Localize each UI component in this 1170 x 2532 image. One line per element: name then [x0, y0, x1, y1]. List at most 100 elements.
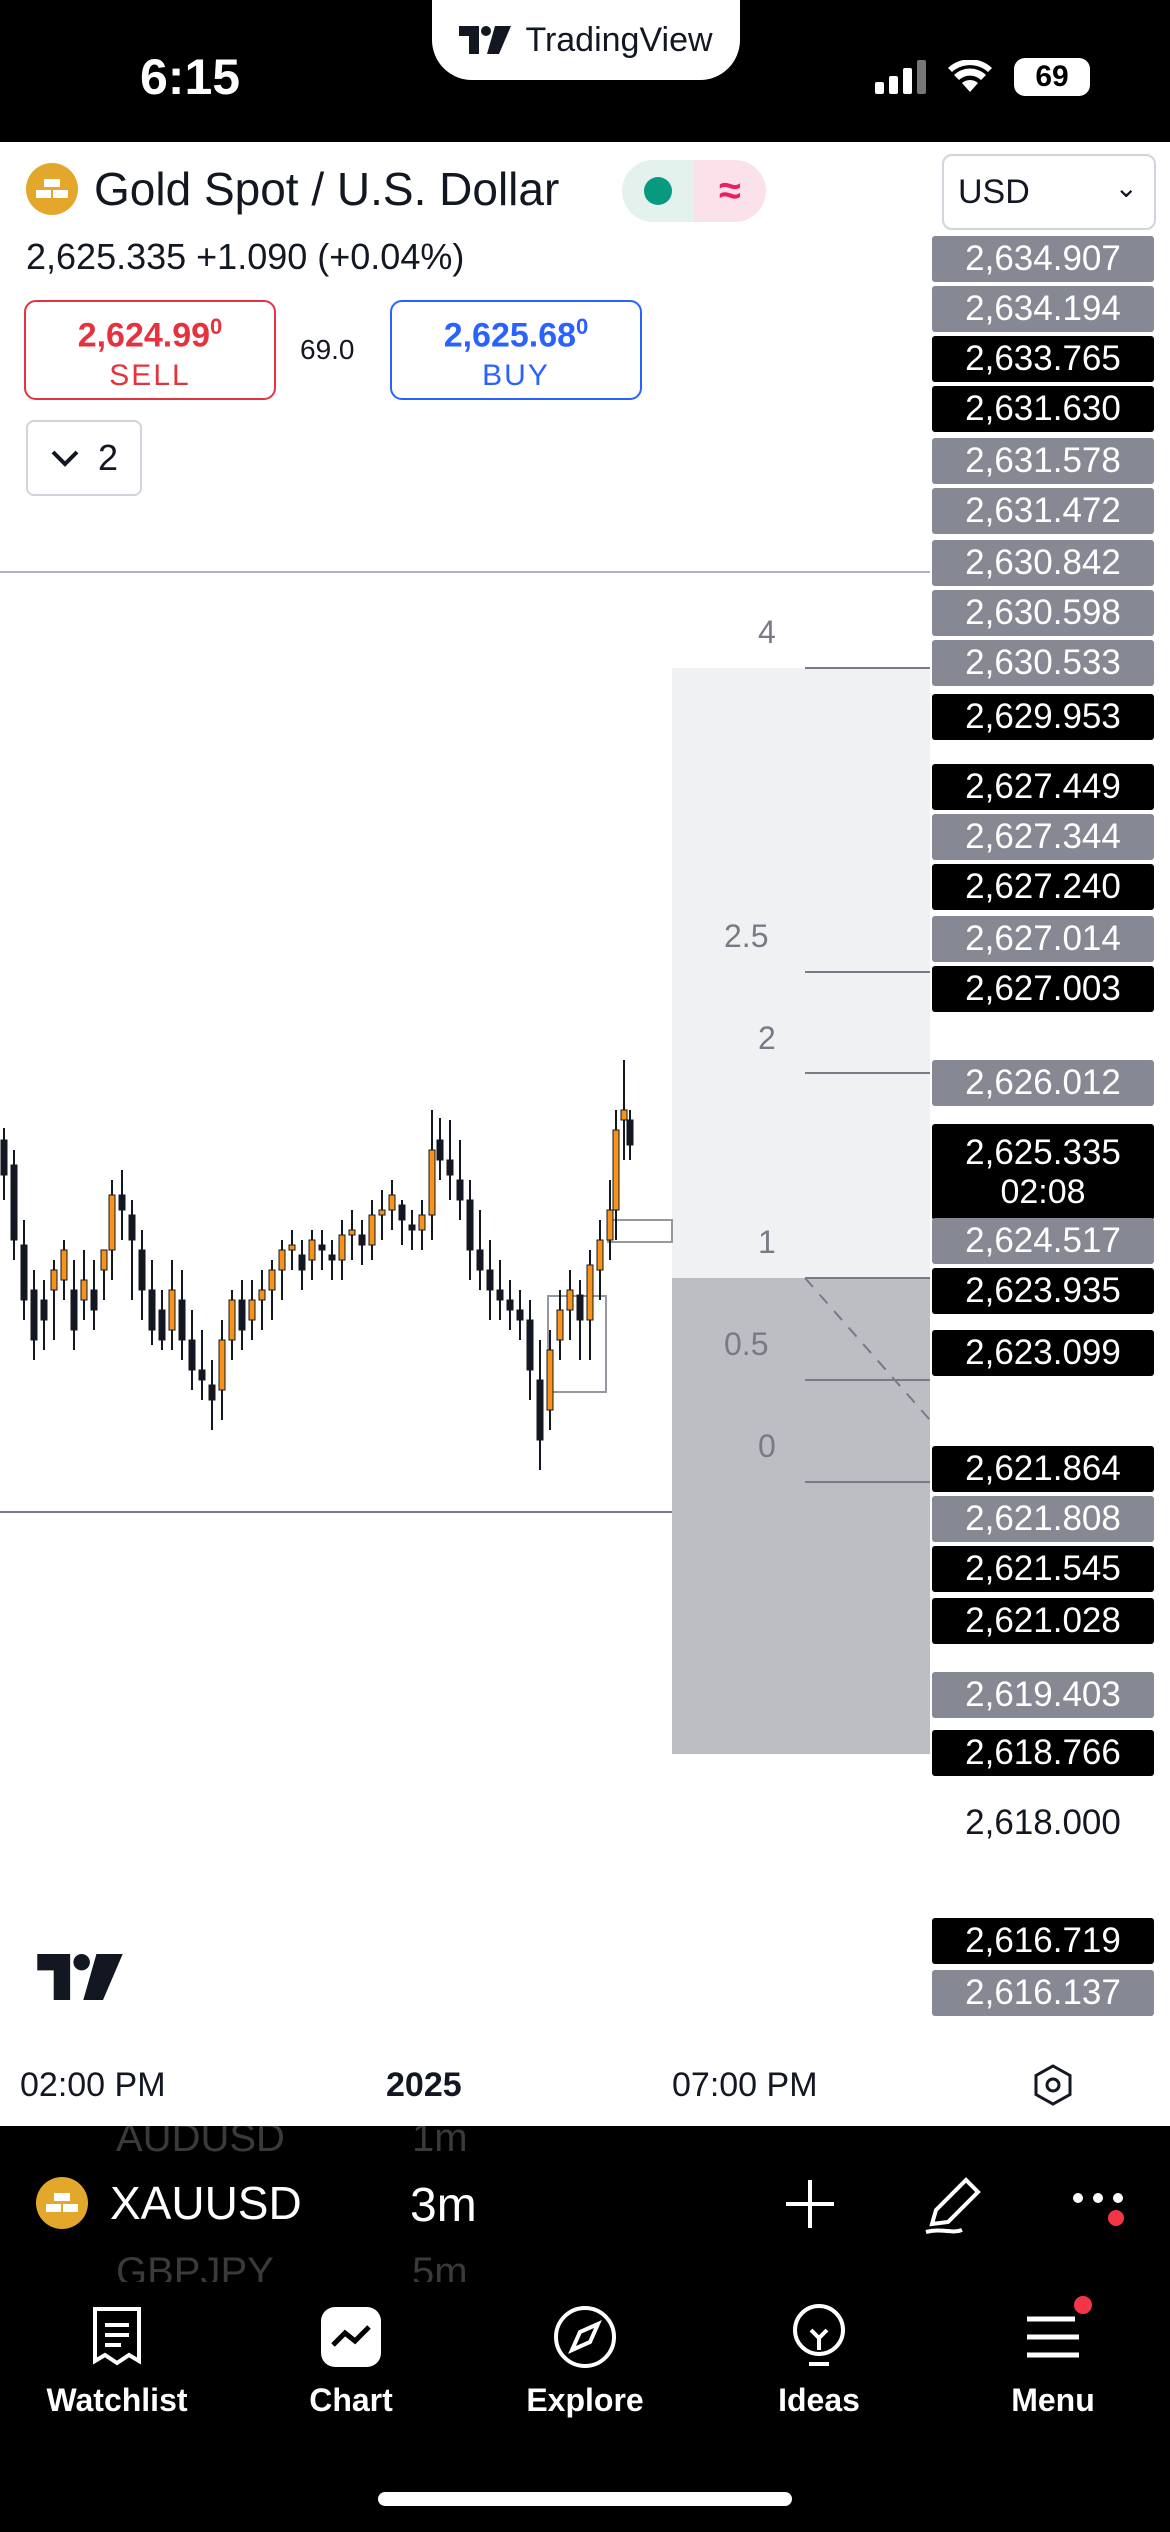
sell-button[interactable]: 2,624.990 SELL	[24, 300, 276, 400]
buy-label: BUY	[482, 359, 550, 393]
price-scale-label: 2,627.344	[932, 814, 1154, 860]
spread-value: 69.0	[300, 334, 355, 365]
indicators-toggle-button[interactable]: 2	[26, 420, 142, 496]
candle-body	[626, 1119, 634, 1146]
ghost-symbol-above: AUDUSD	[116, 2126, 285, 2160]
more-options-button[interactable]	[1060, 2166, 1136, 2242]
candle-body	[80, 1279, 88, 1301]
price-scale-label: 2,625.335 02:08	[932, 1124, 1154, 1220]
price-scale-label: 2,621.545	[932, 1546, 1154, 1592]
nav-label: Chart	[309, 2382, 393, 2418]
price-scale-label: 2,627.449	[932, 764, 1154, 810]
price-scale-label: 2,629.953	[932, 694, 1154, 740]
interval-selector[interactable]: 3m	[410, 2179, 477, 2232]
compass-icon	[550, 2302, 620, 2372]
price-scale-label: 2,616.719	[932, 1918, 1154, 1964]
price-scale-label: 2,621.808	[932, 1496, 1154, 1542]
status-time: 6:15	[140, 49, 241, 105]
candle-body	[516, 1309, 524, 1321]
fib-level-label: 2.5	[724, 918, 769, 954]
chart-settings-icon[interactable]	[1030, 2062, 1076, 2108]
candle-body	[612, 1129, 620, 1211]
symbol-selector[interactable]: XAUUSD	[36, 2176, 302, 2230]
nav-chart[interactable]: Chart	[234, 2302, 468, 2419]
buy-price-pip: 0	[576, 314, 589, 339]
candle-body	[476, 1249, 484, 1271]
candle-body	[288, 1244, 296, 1251]
candle-body	[308, 1239, 316, 1261]
nav-watchlist[interactable]: Watchlist	[0, 2302, 234, 2419]
drawing-tools-button[interactable]	[916, 2166, 992, 2242]
price-chart[interactable]	[0, 240, 930, 2040]
gold-bars-icon	[26, 163, 78, 215]
candle-body	[118, 1194, 126, 1211]
lightbulb-icon	[784, 2302, 854, 2372]
price-scale-label: 2,618.000	[965, 1803, 1121, 1842]
symbol-header[interactable]: Gold Spot / U.S. Dollar	[26, 162, 559, 216]
price-scale-label: 2,631.630	[932, 386, 1154, 432]
more-dots-icon	[1073, 2193, 1124, 2226]
candle-body	[148, 1289, 156, 1331]
position-loss-zone	[672, 1278, 930, 1754]
symbol-title: Gold Spot / U.S. Dollar	[94, 163, 560, 215]
candle-body	[418, 1214, 426, 1231]
candle-body	[218, 1339, 226, 1391]
buy-button[interactable]: 2,625.680 BUY	[390, 300, 642, 400]
candle-body	[466, 1199, 474, 1251]
candle-body	[388, 1194, 396, 1211]
fib-level-label: 4	[758, 614, 776, 650]
nav-explore[interactable]: Explore	[468, 2302, 702, 2419]
tradingview-badge: TradingView	[432, 0, 740, 80]
candle-body	[348, 1229, 356, 1236]
cellular-signal-icon	[875, 60, 926, 94]
candle-body	[158, 1309, 166, 1341]
candle-body	[278, 1249, 286, 1271]
gold-bars-icon	[36, 2177, 88, 2229]
tradingview-logo-icon	[459, 26, 512, 54]
fib-level-label: 0.5	[724, 1326, 769, 1362]
candle-body	[30, 1289, 38, 1341]
candle-body	[436, 1139, 444, 1161]
price-scale-label: 2,631.472	[932, 488, 1154, 534]
hamburger-icon	[1018, 2296, 1092, 2372]
wifi-icon	[948, 60, 992, 92]
candle-body	[188, 1339, 196, 1371]
price-scale-label: 2,627.014	[932, 916, 1154, 962]
tradingview-watermark-icon[interactable]	[34, 1954, 126, 2000]
price-scale-label: 2,633.765	[932, 336, 1154, 382]
chart-icon	[316, 2302, 386, 2372]
price-scale-label: 2,630.533	[932, 640, 1154, 686]
candle-body	[208, 1384, 216, 1401]
price-scale-label: 2,630.598	[932, 590, 1154, 636]
candle-body	[338, 1234, 346, 1261]
candle-body	[606, 1209, 614, 1241]
candle-body	[238, 1299, 246, 1331]
nav-menu[interactable]: Menu	[936, 2296, 1170, 2419]
nav-label: Ideas	[778, 2382, 860, 2418]
candle-body	[358, 1234, 366, 1246]
currency-select[interactable]: USD ⌄	[942, 154, 1156, 230]
bottom-navigation: Watchlist Chart Explore Ideas Menu	[0, 2282, 1170, 2532]
candle-body	[536, 1379, 544, 1441]
candle-body	[50, 1269, 58, 1291]
add-button[interactable]	[772, 2166, 848, 2242]
buy-price: 2,625.68	[443, 316, 577, 355]
candle-body	[70, 1289, 78, 1331]
candle-body	[566, 1289, 574, 1311]
status-bar: 6:15 TradingView 69	[0, 0, 1170, 142]
market-open-icon	[622, 160, 694, 222]
nav-ideas[interactable]: Ideas	[702, 2302, 936, 2419]
fib-level-label: 0	[758, 1428, 776, 1464]
candle-body	[428, 1149, 436, 1216]
time-axis[interactable]: 02:00 PM 2025 07:00 PM	[0, 2052, 1170, 2122]
price-scale-label: 2,634.907	[932, 236, 1154, 282]
time-label-year: 2025	[386, 2066, 462, 2104]
price-scale-label: 2,621.028	[932, 1598, 1154, 1644]
price-scale-label: 2,630.842	[932, 540, 1154, 586]
sell-price: 2,624.99	[77, 316, 211, 355]
candle-body	[398, 1204, 406, 1221]
sell-price-pip: 0	[210, 314, 223, 339]
price-scale-label: 2,623.099	[932, 1330, 1154, 1376]
pen-icon	[925, 2177, 981, 2234]
market-status-pill[interactable]: ≈	[622, 160, 766, 222]
